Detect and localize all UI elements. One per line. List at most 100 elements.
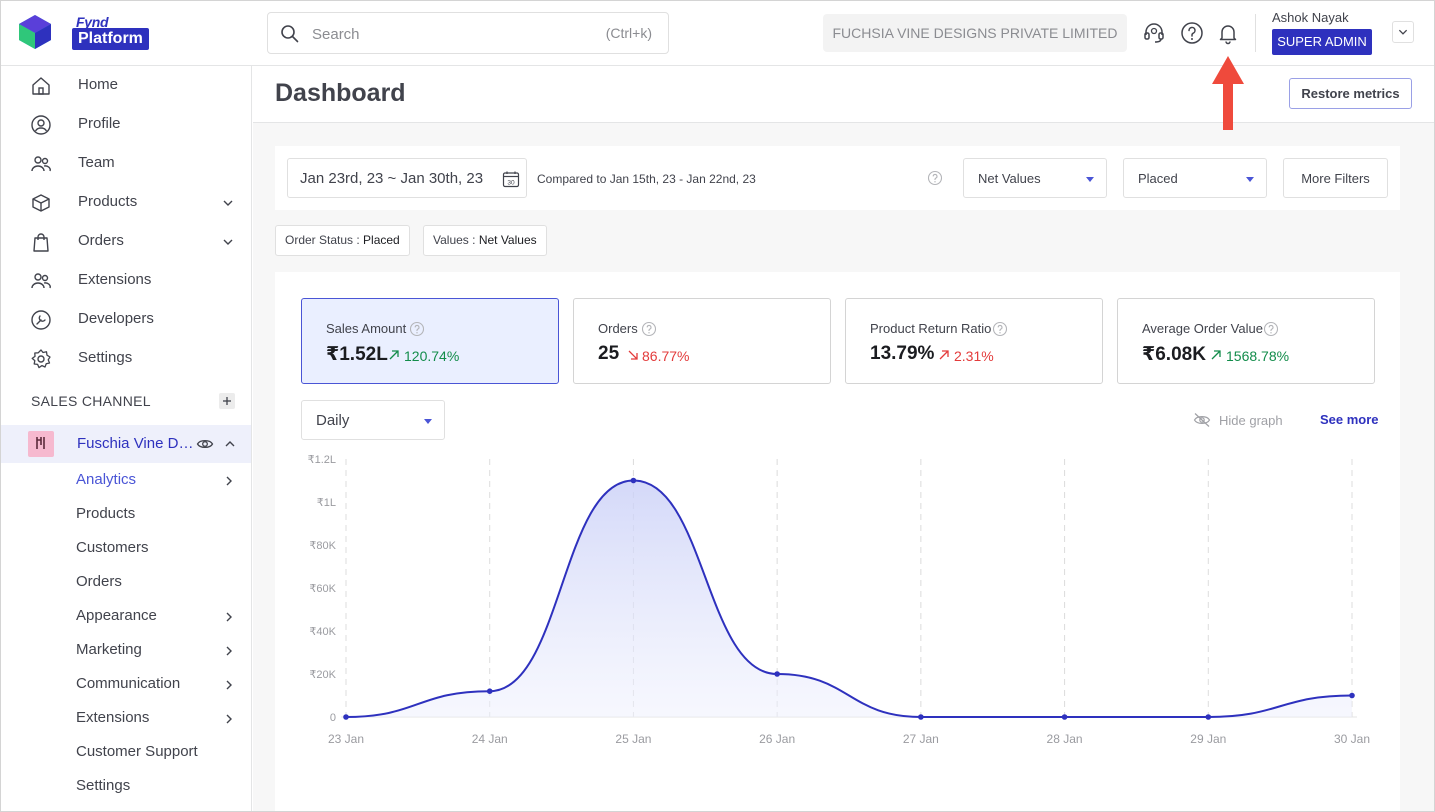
filter-chip-order-status[interactable]: Order Status : Placed xyxy=(275,225,410,256)
caret-down-icon xyxy=(1246,177,1254,182)
sidebar-sub-item-appearance[interactable]: Appearance xyxy=(0,600,251,634)
extensions-icon xyxy=(31,273,51,289)
data-point xyxy=(1061,714,1068,720)
trend-up-arrow-icon xyxy=(1211,350,1221,360)
x-tick-label: 26 Jan xyxy=(759,732,795,746)
sidebar-item-settings[interactable]: Settings xyxy=(0,339,251,378)
sidebar-item-extensions[interactable]: Extensions xyxy=(0,261,251,300)
logo-text-platform: Platform xyxy=(72,28,149,50)
role-badge: SUPER ADMIN xyxy=(1272,29,1372,55)
team-icon xyxy=(31,156,51,172)
help-icon[interactable] xyxy=(409,321,425,337)
x-tick-label: 30 Jan xyxy=(1334,732,1370,746)
plus-icon xyxy=(223,397,231,405)
annotation-arrow-icon xyxy=(1212,56,1244,130)
y-tick-label: ₹40K xyxy=(309,626,336,638)
add-sales-channel-button[interactable] xyxy=(219,393,235,409)
sidebar-sub-item-label: Marketing xyxy=(76,641,142,658)
sidebar-item-label: Extensions xyxy=(78,271,152,288)
sidebar-sub-item-extensions[interactable]: Extensions xyxy=(0,702,251,736)
y-tick-label: ₹1L xyxy=(317,497,336,509)
metric-value: ₹6.08K xyxy=(1142,344,1206,365)
metric-change: 1568.78% xyxy=(1226,348,1290,364)
metric-card-orders[interactable]: Orders 25 86.77% xyxy=(573,298,831,384)
data-point xyxy=(774,671,780,677)
sidebar-sub-item-marketing[interactable]: Marketing xyxy=(0,634,251,668)
sidebar-item-orders[interactable]: Orders xyxy=(0,222,251,261)
sales-channel-item[interactable]: Fuschia Vine Designs xyxy=(0,425,251,463)
metric-label: Product Return Ratio xyxy=(870,321,992,336)
see-more-link[interactable]: See more xyxy=(1320,412,1379,427)
sales-area-chart: 0 ₹20K ₹40K ₹60K ₹80K ₹1L ₹1.2L 23 Jan 24 Jan 25 … xyxy=(308,454,1370,746)
channel-logo xyxy=(28,431,54,457)
calendar-day: 30 xyxy=(507,180,515,187)
shopping-bag-icon xyxy=(33,233,49,252)
series-area xyxy=(346,480,1352,717)
order-status-select[interactable]: Placed xyxy=(1123,158,1267,198)
metric-label: Orders xyxy=(598,321,638,336)
hide-graph-link[interactable]: Hide graph xyxy=(1219,413,1283,428)
chevron-up-icon[interactable] xyxy=(223,437,237,451)
sidebar-sub-item-communication[interactable]: Communication xyxy=(0,668,251,702)
help-icon[interactable] xyxy=(1180,21,1204,45)
page-title: Dashboard xyxy=(275,79,406,107)
help-icon[interactable] xyxy=(992,321,1008,337)
sidebar-item-team[interactable]: Team xyxy=(0,144,251,183)
metric-value: 25 xyxy=(598,343,620,364)
sidebar-item-label: Orders xyxy=(78,232,124,249)
caret-down-icon xyxy=(1086,177,1094,182)
help-icon[interactable] xyxy=(1263,321,1279,337)
x-tick-label: 23 Jan xyxy=(328,732,364,746)
sidebar-sub-item-label: Extensions xyxy=(76,709,150,726)
metric-card-average-order-value[interactable]: Average Order Value ₹6.08K 1568.78% xyxy=(1117,298,1375,384)
chip-value: Net Values xyxy=(478,233,537,247)
sidebar-item-label: Developers xyxy=(78,310,154,327)
sidebar-sub-item-settings[interactable]: Settings xyxy=(0,770,251,804)
section-title-sales-channel: SALES CHANNEL xyxy=(31,393,151,409)
home-icon xyxy=(32,77,50,95)
restore-metrics-button[interactable]: Restore metrics xyxy=(1289,78,1412,109)
search-box[interactable]: (Ctrl+k) xyxy=(267,12,669,54)
help-icon[interactable] xyxy=(641,321,657,337)
user-menu-dropdown[interactable] xyxy=(1392,21,1414,43)
values-select-label: Net Values xyxy=(978,171,1041,186)
date-range-picker[interactable]: Jan 23rd, 23 ~ Jan 30th, 23 30 xyxy=(287,158,527,198)
fynd-platform-logo[interactable]: Fynd Platform xyxy=(16,13,156,53)
notification-bell-icon[interactable] xyxy=(1216,21,1240,45)
sidebar-item-home[interactable]: Home xyxy=(0,66,251,105)
channel-name: Fuschia Vine Designs xyxy=(77,435,197,452)
data-point xyxy=(1349,692,1355,699)
company-selector[interactable]: FUCHSIA VINE DESIGNS PRIVATE LIMITED xyxy=(823,14,1127,52)
values-select[interactable]: Net Values xyxy=(963,158,1107,198)
metric-change: 2.31% xyxy=(954,348,994,364)
sidebar-sub-item-products[interactable]: Products xyxy=(0,498,251,532)
eye-off-icon[interactable] xyxy=(1193,412,1211,428)
sidebar-sub-item-analytics[interactable]: Analytics xyxy=(0,464,251,498)
sidebar-sub-item-label: Customer Support xyxy=(76,743,198,760)
main-content: Dashboard Restore metrics Jan 23rd, 23 ~… xyxy=(253,67,1434,812)
sidebar-item-profile[interactable]: Profile xyxy=(0,105,251,144)
compared-range-text: Compared to Jan 15th, 23 - Jan 22nd, 23 xyxy=(537,172,756,186)
sidebar-sub-item-label: Analytics xyxy=(76,471,137,488)
sidebar-sub-item-customers[interactable]: Customers xyxy=(0,532,251,566)
user-circle-icon xyxy=(31,115,51,135)
fynd-logo-icon xyxy=(19,15,51,49)
sidebar: Home Profile Team Products Orde xyxy=(0,66,252,812)
x-tick-label: 28 Jan xyxy=(1047,732,1083,746)
sidebar-item-developers[interactable]: Developers xyxy=(0,300,251,339)
filter-chip-values[interactable]: Values : Net Values xyxy=(423,225,547,256)
metric-card-sales-amount[interactable]: Sales Amount ₹1.52L 120.74% xyxy=(301,298,559,384)
metric-change: 86.77% xyxy=(642,348,690,364)
sidebar-sub-item-orders[interactable]: Orders xyxy=(0,566,251,600)
eye-icon[interactable] xyxy=(196,435,214,453)
top-bar: Fynd Platform (Ctrl+k) FUCHSIA VINE DESI… xyxy=(0,0,1435,66)
search-shortcut-hint: (Ctrl+k) xyxy=(605,25,652,41)
search-input[interactable] xyxy=(312,23,562,45)
support-headset-icon[interactable] xyxy=(1142,21,1166,45)
sidebar-sub-item-customer-support[interactable]: Customer Support xyxy=(0,736,251,770)
help-icon[interactable] xyxy=(927,170,943,186)
period-select[interactable]: Daily xyxy=(301,400,445,440)
more-filters-button[interactable]: More Filters xyxy=(1283,158,1388,198)
sidebar-item-products[interactable]: Products xyxy=(0,183,251,222)
metric-card-product-return-ratio[interactable]: Product Return Ratio 13.79% 2.31% xyxy=(845,298,1103,384)
